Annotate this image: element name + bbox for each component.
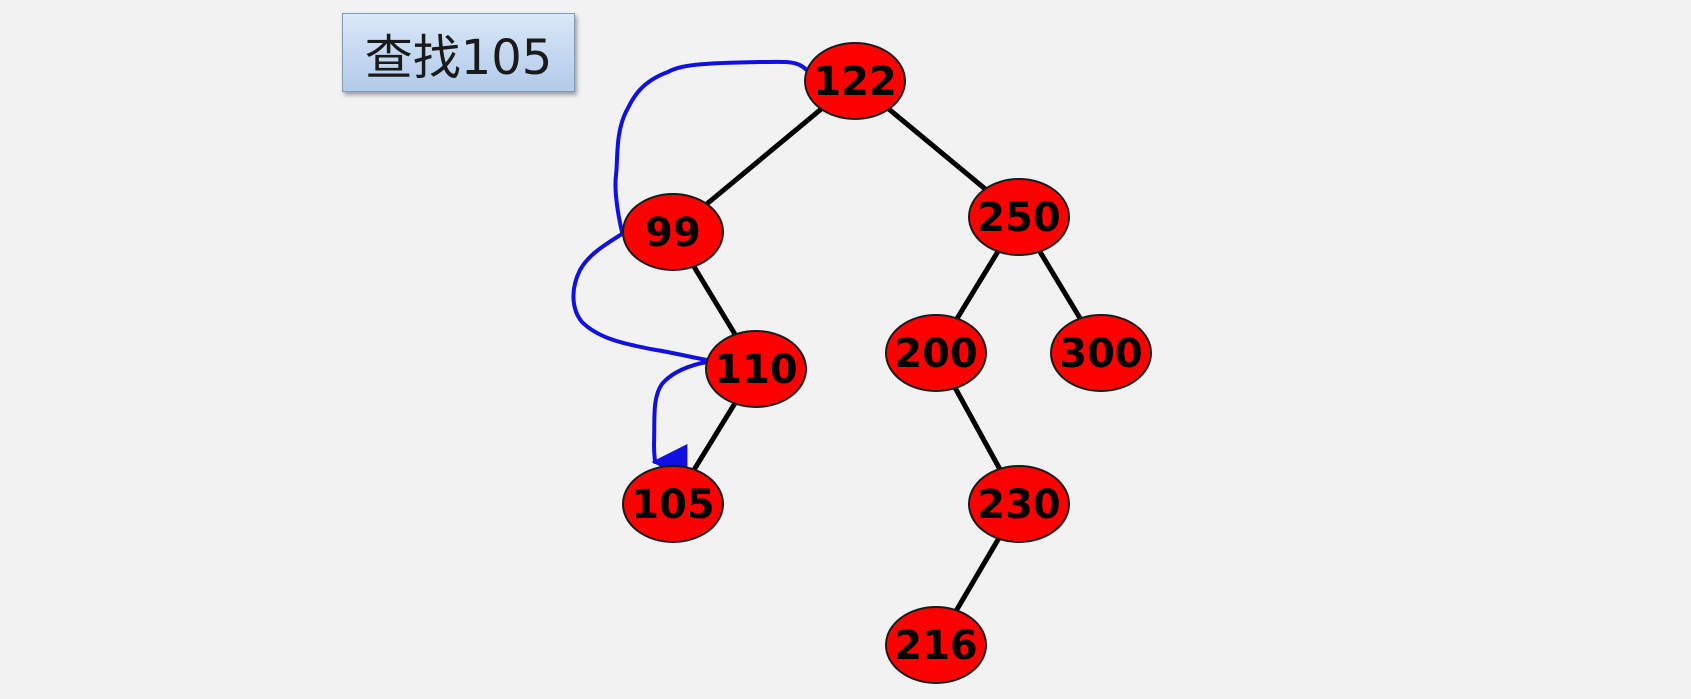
search-path [571,59,812,480]
tree-node-250: 250 [968,178,1070,256]
tree-node-circle [804,42,906,120]
tree-node-circle [885,606,987,684]
tree-node-circle [705,330,807,408]
tree-nodes: 122 99 250 110 200 300 105 230 216 [622,42,1152,684]
tree-node-230: 230 [968,465,1070,543]
tree-node-216: 216 [885,606,987,684]
tree-node-label: 300 [1059,331,1143,377]
tree-node-label: 200 [894,331,978,377]
tree-node-300: 300 [1050,314,1152,392]
tree-node-label: 99 [645,210,701,256]
tree-node-circle [1050,314,1152,392]
tree-node-label: 110 [714,347,798,393]
search-arrow-110-to-105 [651,360,709,480]
search-arrow-122-to-99 [613,59,812,234]
tree-node-label: 230 [977,482,1061,528]
tree-node-circle [622,193,724,271]
tree-node-label: 122 [813,59,897,105]
tree-node-105: 105 [622,465,724,543]
tree-node-circle [622,465,724,543]
search-title-box: 查找105 [342,13,575,92]
tree-node-200: 200 [885,314,987,392]
tree-node-label: 216 [894,623,978,669]
tree-node-110: 110 [705,330,807,408]
tree-node-122: 122 [804,42,906,120]
search-arrow-99-to-110 [571,228,709,362]
tree-node-label: 250 [977,195,1061,241]
tree-node-99: 99 [622,193,724,271]
tree-node-label: 105 [631,482,715,528]
tree-node-circle [968,178,1070,256]
tree-node-circle [885,314,987,392]
tree-node-circle [968,465,1070,543]
